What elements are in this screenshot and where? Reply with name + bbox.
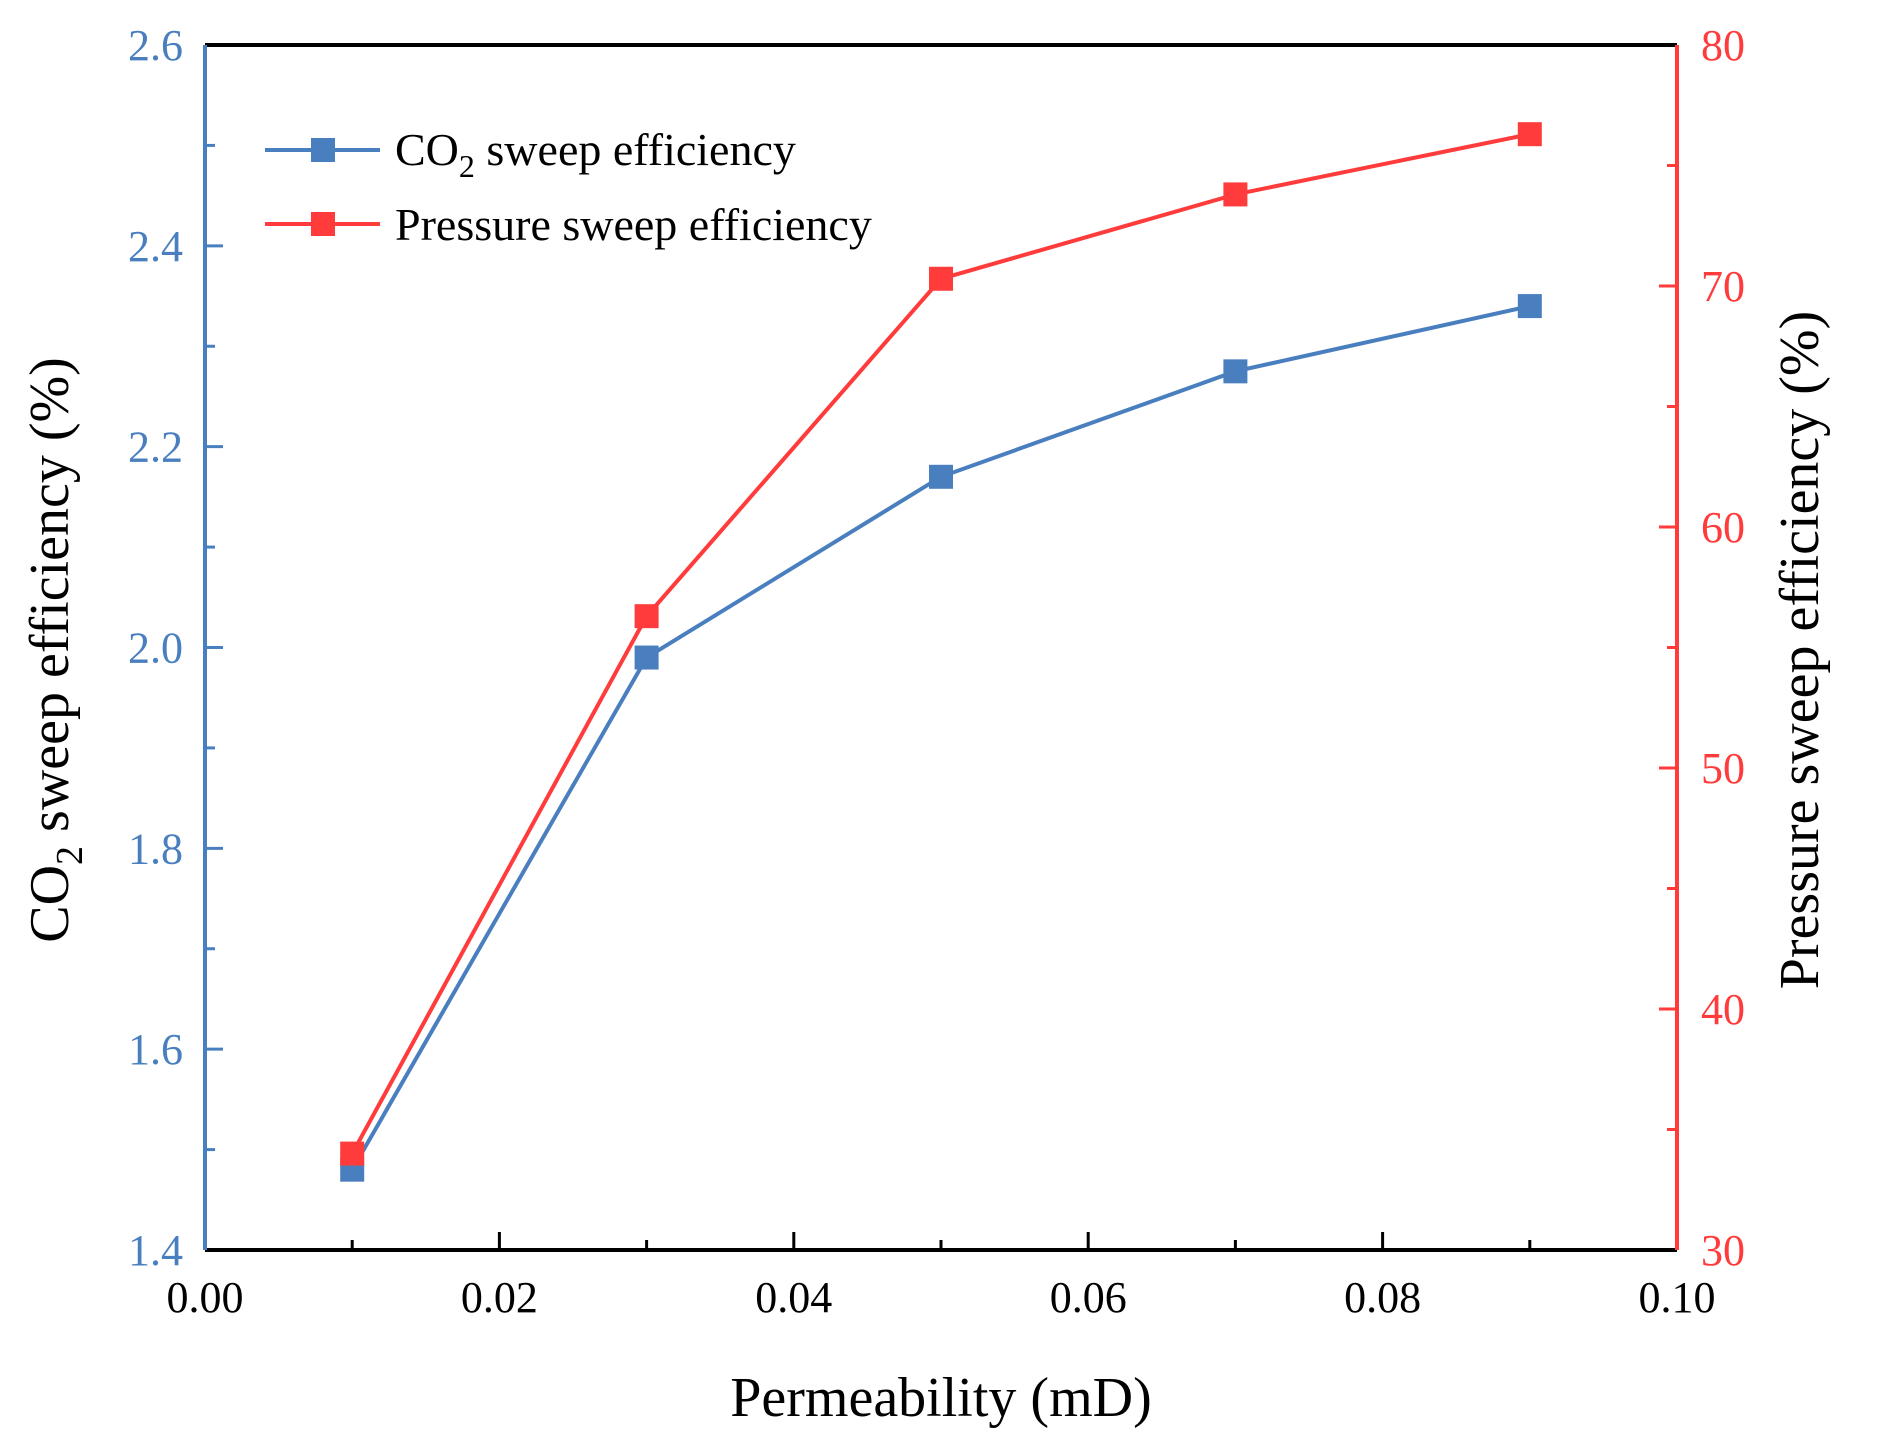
data-point-co2 xyxy=(1223,359,1248,384)
left-tick-label: 2.6 xyxy=(128,21,183,70)
data-point-co2 xyxy=(1517,294,1542,319)
legend-label-co2: CO2 sweep efficiency xyxy=(395,124,796,184)
data-point-co2 xyxy=(929,464,953,489)
right-tick-label: 30 xyxy=(1701,1226,1745,1275)
left-tick-label: 1.6 xyxy=(128,1025,183,1074)
x-axis-ticks: 0.00 0.02 0.04 0.06 0.08 0.10 xyxy=(167,1232,1716,1322)
legend-label-co2-subscript: 2 xyxy=(459,148,475,184)
data-point-pressure xyxy=(634,604,659,629)
left-axis-title-prefix: CO xyxy=(19,865,81,943)
x-tick-label: 0.10 xyxy=(1639,1273,1716,1322)
x-axis-title: Permeability (mD) xyxy=(730,1367,1151,1429)
legend-label-co2-prefix: CO xyxy=(395,124,459,175)
x-tick-label: 0.04 xyxy=(755,1273,832,1322)
legend-swatch-marker-pressure xyxy=(311,212,335,236)
data-point-pressure xyxy=(1517,122,1542,147)
x-tick-label: 0.00 xyxy=(167,1273,244,1322)
legend-label-co2-suffix: sweep efficiency xyxy=(475,124,796,175)
legend-label-pressure: Pressure sweep efficiency xyxy=(395,199,872,250)
left-axis-ticks: 1.4 1.6 1.8 2.0 2.2 2.4 2.6 xyxy=(128,21,223,1275)
left-tick-label: 2.4 xyxy=(128,222,183,271)
right-tick-label: 40 xyxy=(1701,985,1745,1034)
right-tick-label: 60 xyxy=(1701,503,1745,552)
series-layer xyxy=(340,122,1542,1182)
right-axis-ticks: 30 40 50 60 70 80 xyxy=(1659,21,1745,1275)
left-tick-label: 1.8 xyxy=(128,824,183,873)
left-axis-title-suffix: sweep efficiency (%) xyxy=(19,357,81,846)
x-tick-label: 0.06 xyxy=(1050,1273,1127,1322)
left-axis-title: CO2 sweep efficiency (%) xyxy=(19,357,91,943)
left-tick-label: 2.2 xyxy=(128,423,183,472)
right-axis-title: Pressure sweep efficiency (%) xyxy=(1769,311,1831,989)
right-tick-label: 50 xyxy=(1701,744,1745,793)
data-point-pressure xyxy=(929,266,953,291)
right-tick-label: 70 xyxy=(1701,262,1745,311)
data-point-pressure xyxy=(1223,182,1248,207)
series-line-co2 xyxy=(350,304,1531,1171)
data-point-pressure xyxy=(340,1141,365,1166)
right-tick-label: 80 xyxy=(1701,21,1745,70)
legend: CO2 sweep efficiency Pressure sweep effi… xyxy=(265,124,872,250)
left-tick-label: 2.0 xyxy=(128,624,183,673)
x-tick-label: 0.08 xyxy=(1344,1273,1421,1322)
data-point-co2 xyxy=(634,645,659,670)
x-tick-label: 0.02 xyxy=(461,1273,538,1322)
left-tick-label: 1.4 xyxy=(128,1226,183,1275)
legend-swatch-marker-co2 xyxy=(311,138,335,162)
left-axis-title-subscript: 2 xyxy=(49,846,91,865)
